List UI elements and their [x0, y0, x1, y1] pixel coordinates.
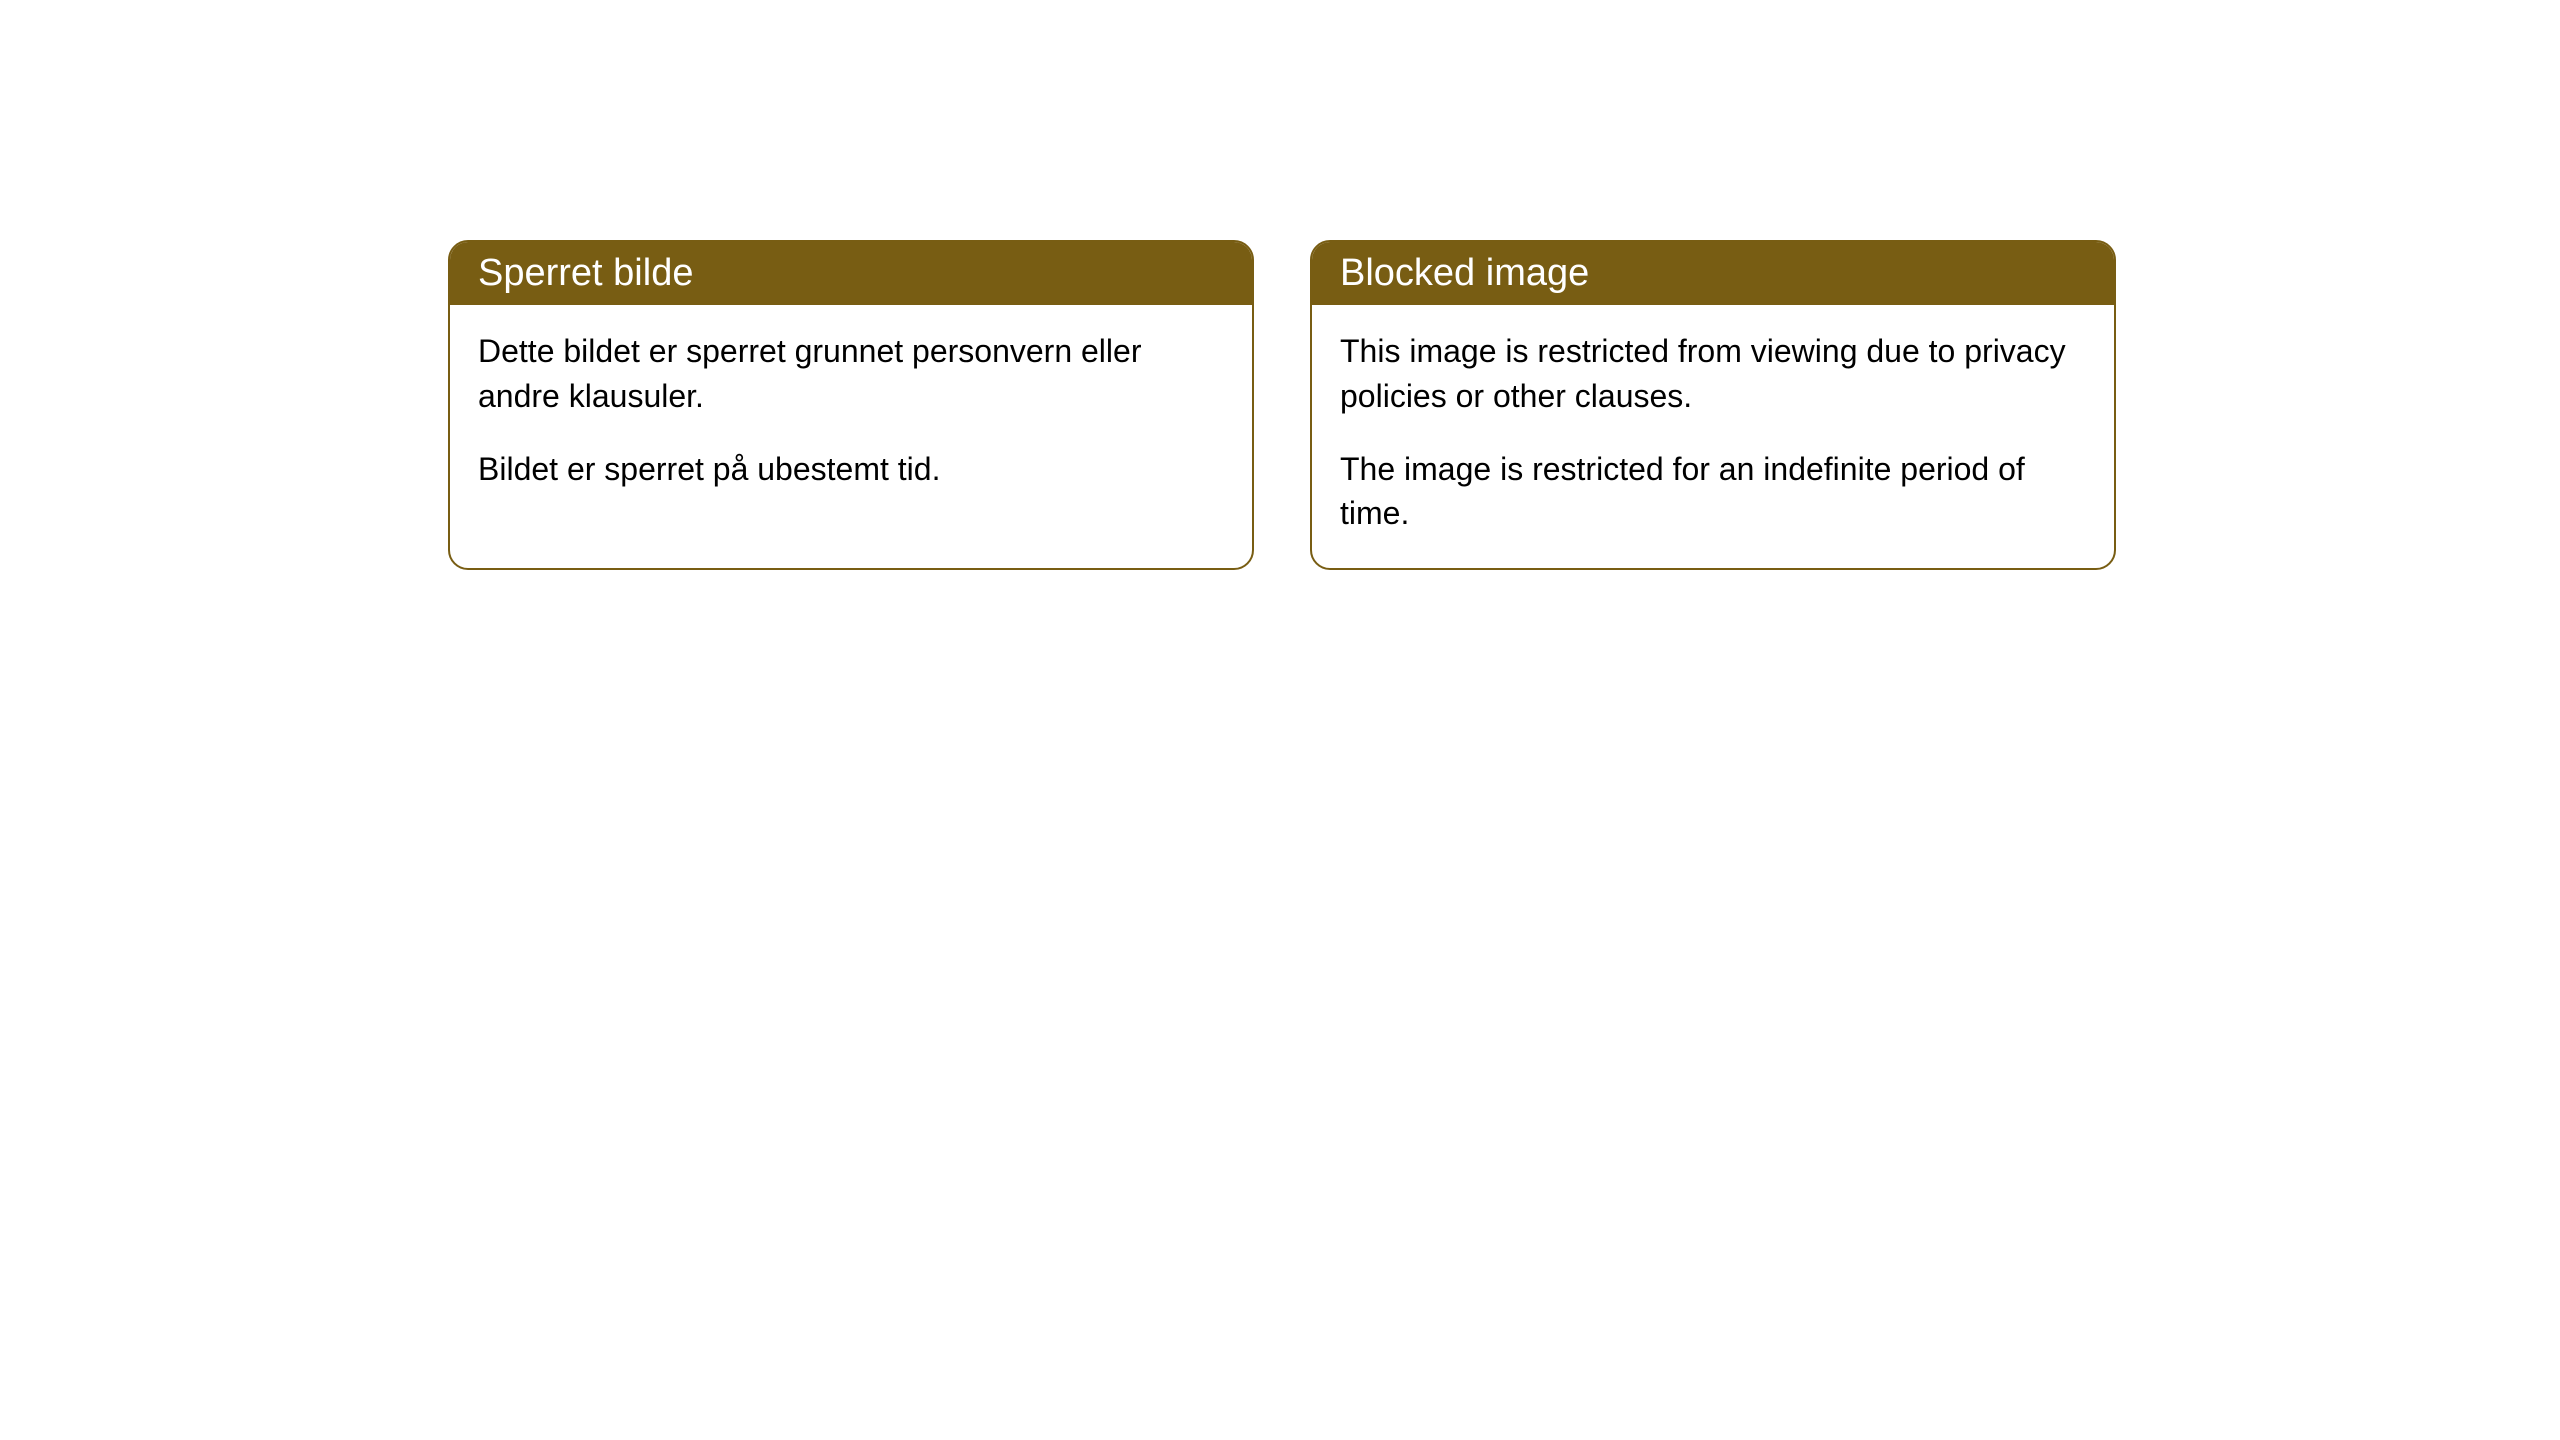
notice-header-norwegian: Sperret bilde: [450, 242, 1252, 305]
notice-paragraph-1-norwegian: Dette bildet er sperret grunnet personve…: [478, 329, 1224, 419]
notice-cards-container: Sperret bilde Dette bildet er sperret gr…: [448, 240, 2560, 570]
notice-card-norwegian: Sperret bilde Dette bildet er sperret gr…: [448, 240, 1254, 570]
notice-body-english: This image is restricted from viewing du…: [1312, 305, 2114, 568]
notice-paragraph-1-english: This image is restricted from viewing du…: [1340, 329, 2086, 419]
notice-card-english: Blocked image This image is restricted f…: [1310, 240, 2116, 570]
notice-title-english: Blocked image: [1340, 252, 1589, 294]
notice-paragraph-2-norwegian: Bildet er sperret på ubestemt tid.: [478, 447, 1224, 492]
notice-paragraph-2-english: The image is restricted for an indefinit…: [1340, 447, 2086, 537]
notice-title-norwegian: Sperret bilde: [478, 252, 693, 294]
notice-body-norwegian: Dette bildet er sperret grunnet personve…: [450, 305, 1252, 523]
notice-header-english: Blocked image: [1312, 242, 2114, 305]
